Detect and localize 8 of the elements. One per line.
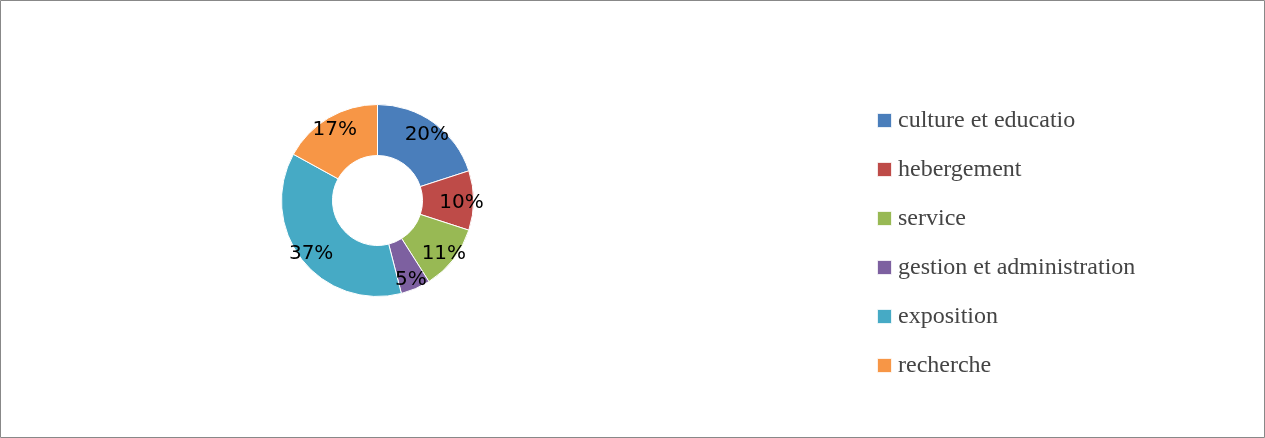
data-label: 20% [404, 120, 450, 145]
legend-label: hebergement [898, 155, 1022, 182]
legend-label: recherche [898, 351, 992, 378]
legend-label: exposition [898, 302, 998, 329]
legend-label: culture et educatio [898, 106, 1076, 133]
data-label: 17% [312, 116, 357, 141]
legend-label: gestion et administration [898, 253, 1136, 280]
legend-label: service [898, 204, 966, 231]
